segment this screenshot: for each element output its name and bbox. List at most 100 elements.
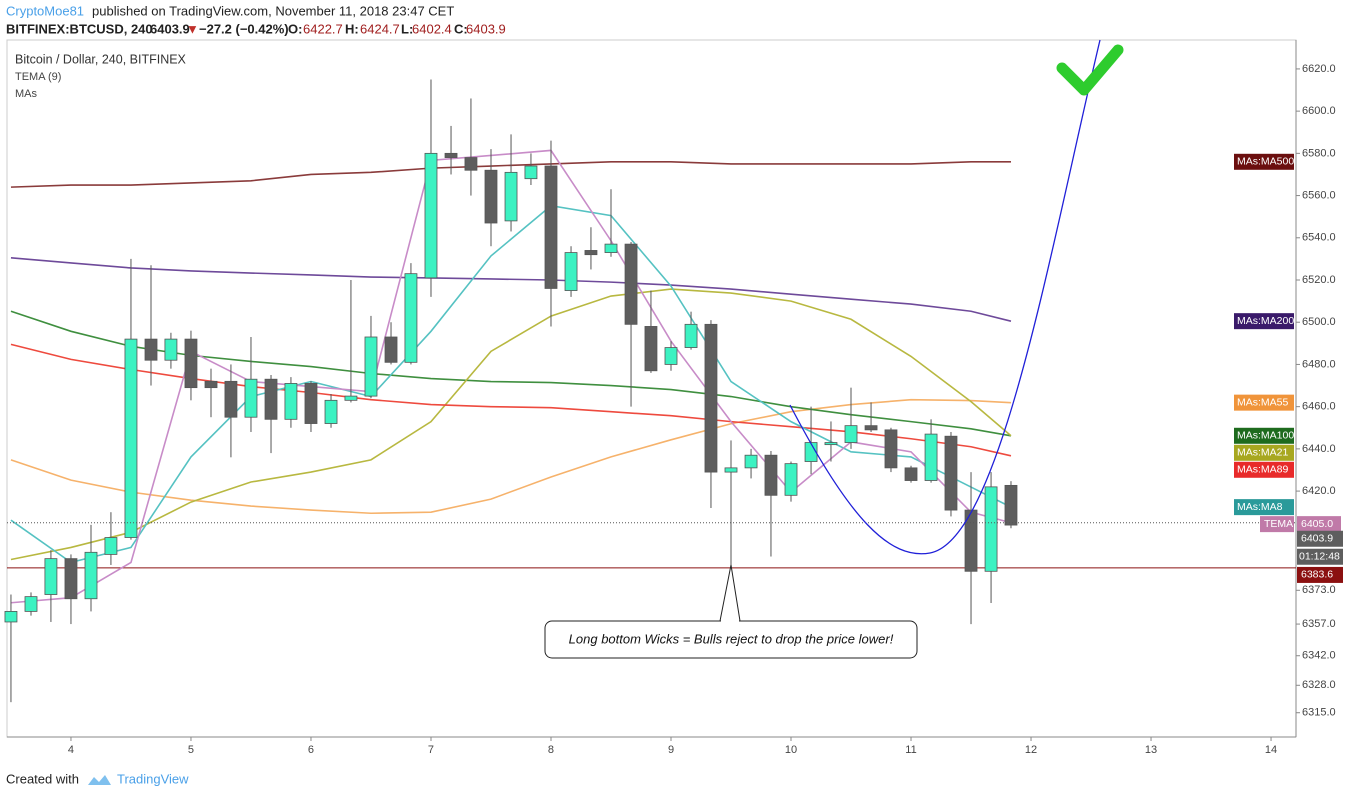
candle-body [284, 383, 298, 420]
y-tick-label: 6500.0 [1302, 316, 1336, 328]
plot [4, 79, 1296, 703]
brand-icon [88, 775, 111, 785]
y-tick-label: 6480.0 [1302, 358, 1336, 370]
high-value: 6424.7 [360, 21, 400, 36]
x-tick-label: 6 [308, 744, 314, 756]
open-label: O: [288, 21, 302, 36]
candle-body [164, 338, 178, 361]
series-tag [1234, 394, 1294, 411]
brand[interactable]: TradingView [117, 771, 189, 786]
change-arrow: ▼ [186, 21, 199, 36]
x-tick-label: 4 [68, 744, 74, 756]
candle-body [944, 435, 958, 511]
series-tag [1234, 313, 1294, 330]
x-tick-label: 10 [785, 744, 797, 756]
y-tick-label: 6440.0 [1302, 443, 1336, 455]
y-tick-label: 6560.0 [1302, 189, 1336, 201]
series-tag-label: MAs:MA8 [1237, 501, 1283, 513]
candle-body [444, 152, 458, 158]
x-tick-label: 12 [1025, 744, 1037, 756]
ma-line [10, 398, 1012, 515]
symbol: BITFINEX:BTCUSD, 240 [6, 21, 153, 36]
candle-body [24, 596, 38, 612]
candle-body [784, 463, 798, 496]
x-tick-label: 8 [548, 744, 554, 756]
callout-pointer [719, 564, 741, 622]
candle-body [464, 157, 478, 171]
last-price-tag-label: 6403.9 [1301, 533, 1333, 545]
candle-body [984, 486, 998, 572]
candle-body [124, 338, 138, 538]
candle-body [304, 383, 318, 424]
candle-body [184, 338, 198, 389]
candle-body [624, 243, 638, 325]
series-tag-label: MAs:MA55 [1237, 396, 1289, 408]
y-tick-label: 6315.0 [1302, 707, 1336, 719]
y-tick-label: 6342.0 [1302, 650, 1336, 662]
y-tick-label: 6373.0 [1302, 584, 1336, 596]
ma-line [10, 149, 1012, 604]
candle-body [724, 467, 738, 473]
chart-title: Bitcoin / Dollar, 240, BITFINEX [15, 52, 187, 66]
candle-body [484, 169, 498, 224]
change: −27.2 (−0.42%) [199, 21, 289, 36]
x-tick-label: 9 [668, 744, 674, 756]
ma-line [10, 257, 1012, 322]
candle-body [504, 171, 518, 222]
last-price: 6403.9 [150, 21, 190, 36]
close-label: C: [454, 21, 468, 36]
indicator-label: TEMA (9) [15, 71, 61, 83]
candle-body [544, 165, 558, 289]
low-label: L: [401, 21, 413, 36]
x-tick-label: 14 [1265, 744, 1277, 756]
candle-body [344, 395, 358, 401]
countdown-label: 01:12:48 [1299, 551, 1340, 563]
series-tag-label: MAs:MA500 [1237, 156, 1294, 168]
indicator-label: MAs [15, 88, 38, 100]
candle-body [264, 378, 278, 420]
series-tag [1234, 499, 1294, 516]
candle-body [364, 336, 378, 397]
ma-line [10, 160, 1011, 188]
candle-body [424, 152, 438, 279]
candle-body [584, 250, 598, 256]
y-tick-label: 6600.0 [1302, 105, 1336, 117]
level-tag-label: 6383.6 [1301, 569, 1333, 581]
y-tick-label: 6420.0 [1302, 485, 1336, 497]
series-tag [1234, 427, 1294, 444]
ma-line [10, 204, 1012, 564]
high-label: H: [345, 21, 359, 36]
y-tick-label: 6520.0 [1302, 274, 1336, 286]
ma-line [10, 288, 1012, 561]
candle-body [964, 509, 978, 572]
x-tick-label: 7 [428, 744, 434, 756]
series-tag-label: MAs:MA100 [1237, 430, 1294, 442]
last-price-tag [1297, 530, 1343, 547]
candle-body [224, 380, 238, 418]
candle-body [84, 551, 98, 600]
header: CryptoMoe81 published on TradingView.com… [6, 3, 506, 36]
open-value: 6422.7 [303, 21, 343, 36]
candle-body [704, 323, 718, 473]
candle-body [384, 336, 398, 363]
low-value: 6402.4 [412, 21, 452, 36]
x-tick-label: 13 [1145, 744, 1157, 756]
candle-body [904, 467, 918, 481]
author[interactable]: CryptoMoe81 [6, 3, 84, 18]
series-tag [1234, 461, 1294, 478]
x-tick-label: 5 [188, 744, 194, 756]
candle-body [664, 347, 678, 365]
candle-body [144, 338, 158, 361]
candle-body [64, 558, 78, 600]
candle-body [844, 425, 858, 443]
candle-body [1004, 484, 1018, 526]
y-tick-label: 6357.0 [1302, 618, 1336, 630]
candle-body [324, 399, 338, 424]
candle-body [244, 378, 258, 418]
annotation: Long bottom Wicks = Bulls reject to drop… [569, 631, 894, 646]
series-tag [1234, 444, 1294, 461]
candle-body [764, 454, 778, 496]
candle-body [644, 326, 658, 372]
